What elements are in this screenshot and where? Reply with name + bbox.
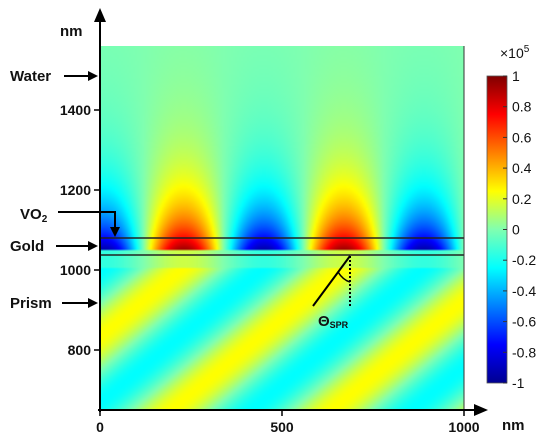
colorbar-tick-label: 0.6 bbox=[512, 129, 532, 145]
colorbar-tick-label: -1 bbox=[512, 375, 525, 391]
colorbar: ×105 1 0.8 0.6 0.4 0.2 0 -0.2 -0.4 -0.6 -0.8 -1 bbox=[486, 44, 536, 391]
colorbar-tick-label: 0.8 bbox=[512, 99, 532, 115]
x-ticks: 0 500 1000 bbox=[96, 410, 480, 435]
y-axis bbox=[94, 8, 106, 412]
y-ticks: 800 1000 1200 1400 bbox=[60, 102, 100, 358]
y-axis-label: nm bbox=[60, 23, 83, 40]
water-arrow-icon bbox=[88, 71, 98, 81]
x-tick-label: 0 bbox=[96, 419, 104, 435]
spr-angle-annotation: ΘSPR bbox=[312, 255, 351, 330]
theta-symbol: Θ bbox=[318, 313, 330, 330]
x-axis bbox=[98, 404, 488, 416]
gold-arrow-icon bbox=[88, 241, 98, 251]
y-tick-label: 1200 bbox=[60, 182, 91, 198]
gold-label-group: Gold bbox=[10, 238, 98, 255]
colorbar-tick-label: 0 bbox=[512, 222, 520, 238]
vo2-label-group: VO2 bbox=[20, 206, 120, 237]
incident-ray-line bbox=[312, 255, 351, 307]
prism-label-group: Prism bbox=[10, 295, 98, 312]
vo2-arrow-icon bbox=[110, 227, 120, 237]
theta-subscript: SPR bbox=[330, 320, 349, 330]
colorbar-exponent-label: ×105 bbox=[500, 44, 530, 61]
colorbar-tick-label: 0.2 bbox=[512, 191, 532, 207]
colorbar-tick-label: 0.4 bbox=[512, 160, 532, 176]
vo2-label-subscript: 2 bbox=[42, 214, 48, 225]
water-label-group: Water bbox=[10, 68, 98, 85]
heatmap-image bbox=[100, 46, 464, 410]
water-label: Water bbox=[10, 68, 51, 85]
colorbar-tick-label: 1 bbox=[512, 68, 520, 84]
y-tick-label: 800 bbox=[68, 342, 92, 358]
x-tick-label: 500 bbox=[270, 419, 294, 435]
y-tick-label: 1400 bbox=[60, 102, 91, 118]
colorbar-tick-label: -0.2 bbox=[512, 252, 536, 268]
vo2-label: VO2 bbox=[20, 206, 48, 225]
theta-spr-label: ΘSPR bbox=[318, 313, 349, 330]
prism-arrow-icon bbox=[88, 298, 98, 308]
x-axis-arrowhead bbox=[474, 404, 488, 416]
colorbar-tick-label: -0.6 bbox=[512, 314, 536, 330]
colorbar-tick-label: -0.8 bbox=[512, 344, 536, 360]
vo2-label-main: VO bbox=[20, 206, 42, 223]
colorbar-ticks: 1 0.8 0.6 0.4 0.2 0 -0.2 -0.4 -0.6 -0.8 -1 bbox=[503, 68, 536, 391]
x-axis-label: nm bbox=[502, 417, 525, 434]
x-tick-label: 1000 bbox=[448, 419, 479, 435]
prism-label: Prism bbox=[10, 295, 52, 312]
y-tick-label: 1000 bbox=[60, 262, 91, 278]
angle-arc bbox=[337, 271, 351, 283]
colorbar-tick-label: -0.4 bbox=[512, 283, 536, 299]
heatmap-area bbox=[100, 46, 464, 410]
y-axis-arrowhead bbox=[94, 8, 106, 22]
gold-label: Gold bbox=[10, 238, 44, 255]
